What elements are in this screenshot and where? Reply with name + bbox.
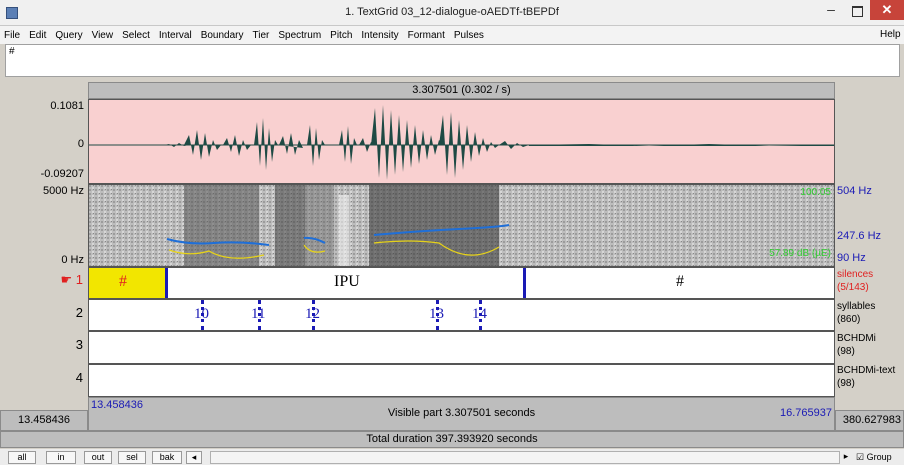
- tier-1-name-text: silences: [837, 269, 874, 280]
- title-bar: [0, 0, 904, 26]
- tier-1-num-text: 1: [75, 272, 83, 287]
- tier-2-count: (860): [837, 314, 861, 325]
- waveform-bursts: [164, 105, 834, 180]
- visible-part-label: Visible part 3.307501 seconds: [387, 407, 536, 419]
- intensity-top-label: 100.05: [800, 187, 831, 198]
- zoom-back-button[interactable]: bak: [152, 451, 182, 464]
- maximize-button[interactable]: [844, 2, 870, 20]
- tier-4-number[interactable]: 4: [75, 370, 83, 385]
- pitch-top-label: 504 Hz: [837, 185, 872, 197]
- tier-2-number[interactable]: 2: [75, 305, 83, 320]
- visible-end-time: 16.765937: [780, 407, 832, 419]
- boundary-marker[interactable]: [479, 300, 482, 330]
- menu-boundary[interactable]: Boundary: [200, 29, 244, 41]
- tier-2-name: syllables (860): [837, 300, 875, 326]
- tier-4-name-text: BCHDMi-text: [837, 365, 896, 376]
- minimize-button[interactable]: –: [827, 1, 835, 17]
- waveform-panel[interactable]: [88, 99, 835, 184]
- menu-bar: File Edit Query View Select Interval Bou…: [0, 26, 904, 44]
- pitch-bottom-label: 90 Hz: [837, 252, 866, 264]
- tier-3-number[interactable]: 3: [75, 337, 83, 352]
- tier-1-interval-1: #: [119, 273, 127, 290]
- menu-pitch[interactable]: Pitch: [330, 29, 353, 41]
- tier-1-interval-2: IPU: [334, 273, 360, 290]
- zoom-all-button[interactable]: all: [8, 451, 36, 464]
- menu-pulses[interactable]: Pulses: [453, 29, 484, 41]
- spectrogram-voiced-regions: [184, 185, 499, 266]
- waveform-max-label: 0.1081: [50, 100, 84, 112]
- menu-spectrum[interactable]: Spectrum: [278, 29, 322, 41]
- selected-interval[interactable]: [89, 268, 166, 298]
- interval-text-input[interactable]: #: [5, 44, 900, 77]
- tier-1-interval-3: #: [676, 273, 684, 290]
- total-duration-bar[interactable]: Total duration 397.393920 seconds: [0, 431, 904, 448]
- boundary-marker[interactable]: [523, 268, 526, 298]
- boundary-marker[interactable]: [165, 268, 168, 298]
- zoom-out-button[interactable]: out: [84, 451, 112, 464]
- syllable-label: 12: [305, 306, 320, 322]
- boundary-marker[interactable]: [258, 300, 261, 330]
- scroll-right-arrow-icon[interactable]: ▸: [843, 451, 849, 461]
- menu-tier[interactable]: Tier: [252, 29, 270, 41]
- menu-select[interactable]: Select: [122, 29, 150, 41]
- visible-part-bar[interactable]: 13.458436 Visible part 3.307501 seconds …: [88, 397, 835, 431]
- group-checkbox[interactable]: ☑ Group: [856, 452, 892, 462]
- boundary-marker[interactable]: [312, 300, 315, 330]
- scroll-left-arrow-icon[interactable]: ◂: [186, 451, 202, 464]
- menu-interval[interactable]: Interval: [158, 29, 192, 41]
- close-button[interactable]: ✕: [870, 0, 904, 20]
- spectrogram-svg: [89, 185, 834, 266]
- tier-2-name-text: syllables: [837, 301, 876, 312]
- boundary-marker[interactable]: [436, 300, 439, 330]
- visible-start-time: 13.458436: [91, 399, 143, 411]
- spectrogram-panel[interactable]: 100.05 57.89 dB (µE): [88, 184, 835, 267]
- tier-3-name: BCHDMi (98): [837, 332, 876, 358]
- tier-2-syllables[interactable]: 10 11 12 13 14: [88, 299, 835, 331]
- intensity-contour: [168, 240, 500, 259]
- syllable-label: 13: [429, 306, 444, 322]
- spectrogram-bottom-freq: 0 Hz: [61, 254, 84, 266]
- app-icon: [6, 7, 18, 19]
- menu-help[interactable]: Help: [880, 29, 901, 40]
- tier-4-count: (98): [837, 378, 855, 389]
- menu-view[interactable]: View: [91, 29, 114, 41]
- spectrogram-top-freq: 5000 Hz: [43, 185, 84, 197]
- zoom-in-button[interactable]: in: [46, 451, 76, 464]
- window-end-time[interactable]: 380.627983: [835, 410, 904, 431]
- syllable-label: 11: [251, 306, 266, 322]
- syllable-label: 14: [472, 306, 487, 322]
- window-title: 1. TextGrid 03_12-dialogue-oAEDTf-tBEPDf: [345, 6, 559, 18]
- tier-1-silences[interactable]: # IPU #: [88, 267, 835, 299]
- tier-3-count: (98): [837, 346, 855, 357]
- tier-1-name: silences (5/143): [837, 268, 873, 294]
- syllable-label: 10: [194, 306, 209, 322]
- pitch-contour: [166, 224, 510, 246]
- tier-4-bchdmi-text[interactable]: [88, 364, 835, 397]
- tier-4-name: BCHDMi-text (98): [837, 364, 895, 390]
- waveform-min-label: -0.09207: [40, 168, 84, 180]
- tier-3-bchdmi[interactable]: [88, 331, 835, 364]
- tier-3-name-text: BCHDMi: [837, 333, 876, 344]
- group-checkbox-label: Group: [866, 452, 892, 462]
- window-start-time[interactable]: 13.458436: [0, 410, 88, 431]
- menu-formant[interactable]: Formant: [407, 29, 445, 41]
- waveform-svg: [89, 105, 834, 180]
- tier-1-number[interactable]: ☛ 1: [60, 272, 83, 287]
- intensity-bottom-label: 57.89 dB (µE): [769, 248, 831, 259]
- tier-1-count: (5/143): [837, 282, 869, 293]
- menu-edit[interactable]: Edit: [29, 29, 47, 41]
- horizontal-scrollbar[interactable]: [210, 451, 840, 464]
- waveform-zero-label: 0: [77, 138, 84, 150]
- menu-intensity[interactable]: Intensity: [361, 29, 399, 41]
- zoom-sel-button[interactable]: sel: [118, 451, 146, 464]
- selection-duration-bar[interactable]: 3.307501 (0.302 / s): [88, 82, 835, 99]
- menu-file[interactable]: File: [4, 29, 21, 41]
- pitch-mid-label: 247.6 Hz: [837, 230, 882, 242]
- boundary-marker[interactable]: [201, 300, 204, 330]
- menu-query[interactable]: Query: [55, 29, 83, 41]
